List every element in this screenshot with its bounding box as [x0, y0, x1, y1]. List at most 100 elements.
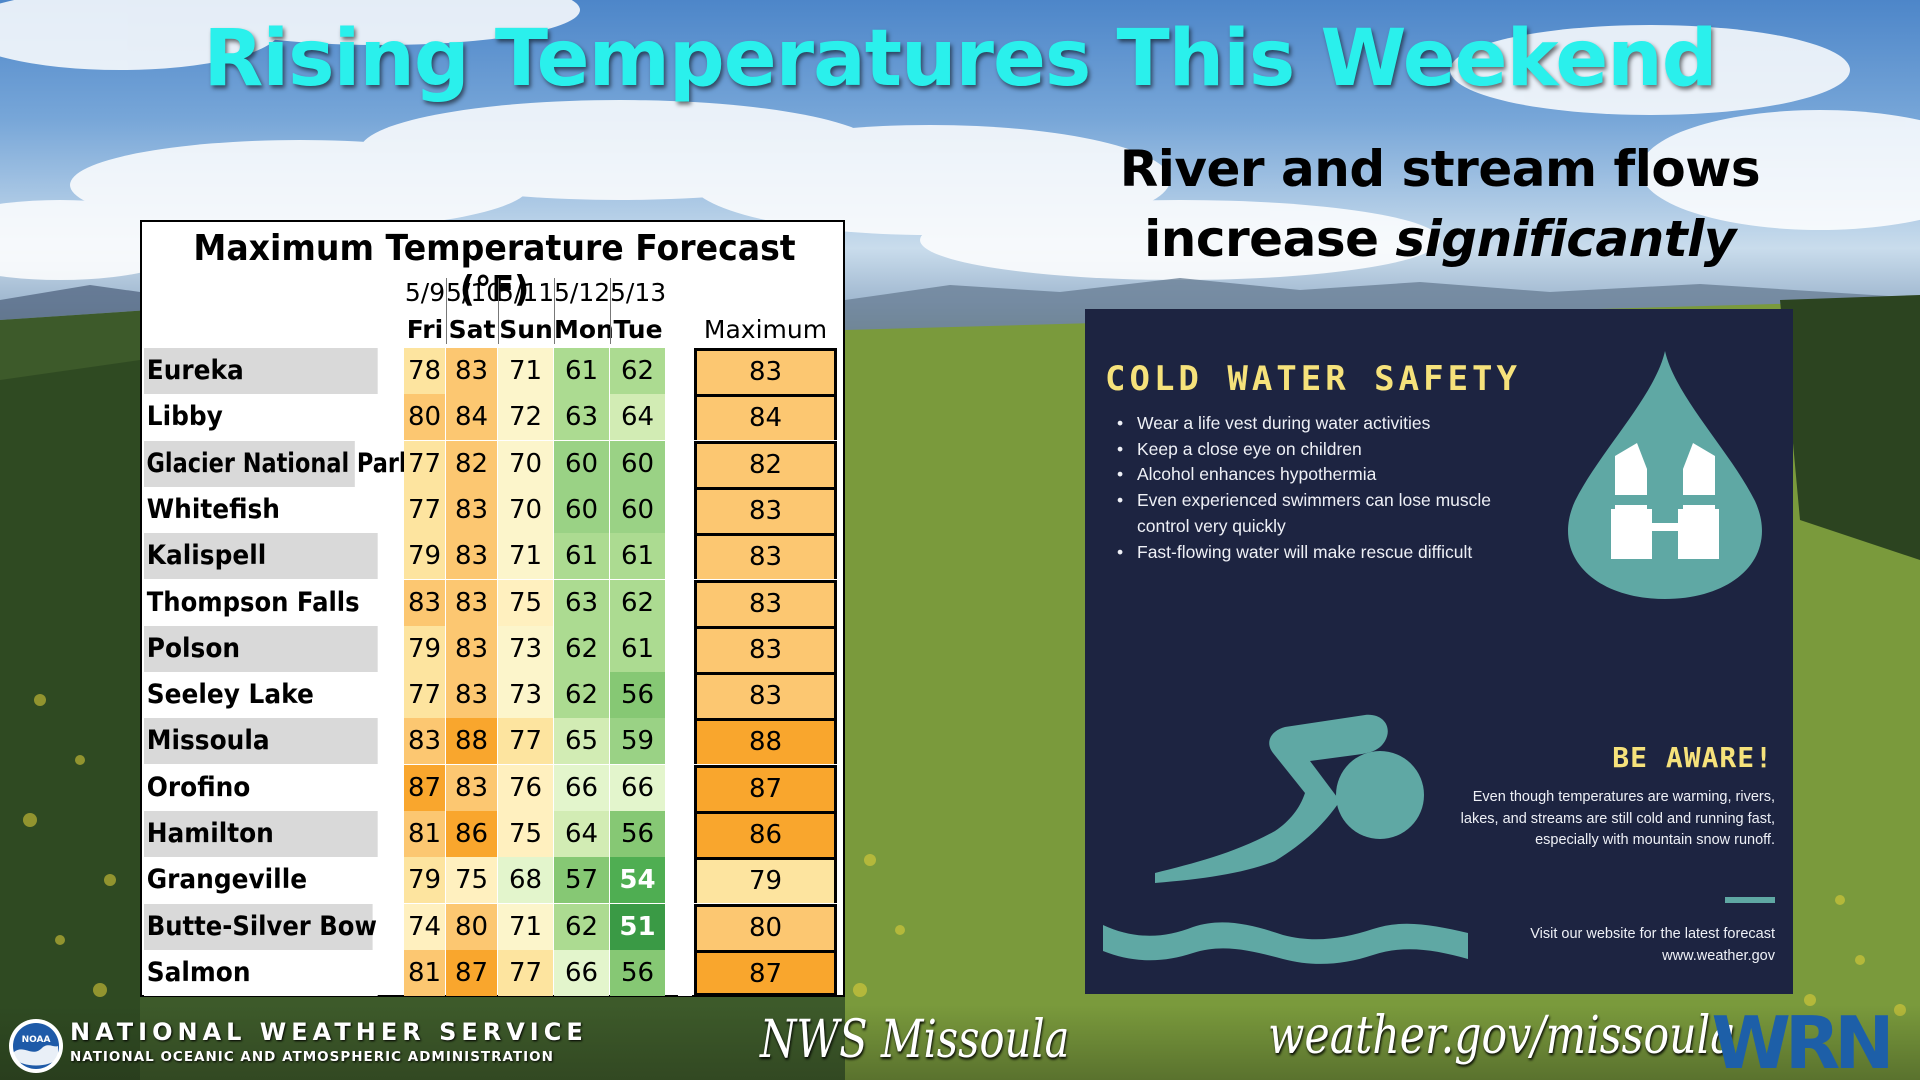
temperature-cell: 66 [554, 764, 609, 811]
be-aware-title: BE AWARE! [1612, 741, 1773, 774]
column-gap [678, 348, 692, 394]
parent-agency-name: NATIONAL OCEANIC AND ATMOSPHERIC ADMINIS… [70, 1049, 554, 1065]
location-name: Seeley Lake [144, 672, 378, 719]
temperature-cell: 62 [554, 903, 609, 950]
maximum-cell: 87 [694, 949, 837, 996]
column-gap [678, 811, 692, 857]
temperature-cell: 60 [610, 486, 665, 533]
temperature-cell: 60 [610, 440, 665, 487]
temperature-cell: 65 [554, 718, 609, 765]
forecast-row: Whitefish 77 83 70 60 60 83 [142, 486, 847, 533]
agency-name: NATIONAL WEATHER SERVICE [70, 1018, 588, 1046]
forecast-row: Libby 80 84 72 63 64 84 [142, 394, 847, 441]
temperature-cell: 60 [554, 440, 609, 487]
maximum-cell: 83 [694, 579, 837, 626]
day-header: Sat [448, 315, 496, 344]
noaa-badge-text: NOAA [22, 1035, 51, 1045]
forecast-row: Missoula 83 88 77 65 59 88 [142, 718, 847, 765]
forecast-row: Grangeville 79 75 68 57 54 79 [142, 857, 847, 904]
maximum-cell: 83 [694, 672, 837, 719]
temperature-cell: 51 [610, 903, 665, 950]
location-name: Kalispell [144, 533, 378, 580]
temperature-cell: 78 [404, 348, 445, 394]
column-gap [678, 579, 692, 626]
column-gap [678, 440, 692, 487]
temperature-cell: 61 [554, 533, 609, 580]
forecast-title: Maximum Temperature Forecast (°F) [193, 228, 796, 310]
maximum-cell: 88 [694, 718, 837, 765]
safety-tip: Keep a close eye on children [1115, 437, 1515, 463]
temperature-cell: 70 [498, 440, 553, 487]
temperature-cell: 83 [446, 486, 497, 533]
temperature-cell: 76 [498, 764, 553, 811]
temperature-cell: 83 [446, 533, 497, 580]
location-name: Glacier National Park [144, 440, 414, 487]
forecast-row: Thompson Falls 83 83 75 63 62 83 [142, 579, 847, 626]
location-name: Polson [144, 625, 378, 672]
temperature-cell: 77 [498, 949, 553, 996]
temperature-cell: 83 [404, 579, 445, 626]
day-header: Sun [499, 315, 553, 344]
temperature-cell: 80 [404, 394, 445, 441]
temperature-cell: 86 [446, 811, 497, 857]
header-separator [554, 278, 555, 344]
temperature-cell: 83 [446, 625, 497, 672]
date-header: 5/11 [498, 278, 555, 307]
column-gap [678, 857, 692, 904]
cold-water-safety-title: COLD WATER SAFETY [1105, 359, 1521, 399]
office-name: NWS Missoula [760, 1010, 1070, 1070]
river-flow-message: River and stream flows increase signific… [1070, 134, 1810, 274]
location-name: Grangeville [144, 857, 378, 904]
temperature-cell: 83 [404, 718, 445, 765]
wrn-logo-text: WRN [1711, 1006, 1888, 1078]
safety-tip: Wear a life vest during water activities [1115, 411, 1515, 437]
forecast-row: Glacier National Park 77 82 70 60 60 82 [142, 440, 847, 487]
temperature-cell: 63 [554, 394, 609, 441]
location-name: Salmon [144, 949, 378, 996]
date-header: 5/10 [446, 278, 503, 307]
location-name: Eureka [144, 348, 378, 394]
river-flow-emphasis: significantly [1395, 210, 1736, 268]
visit-website-note: Visit our website for the latest forecas… [1455, 923, 1775, 967]
location-name: Orofino [144, 764, 378, 811]
temperature-cell: 79 [404, 533, 445, 580]
water-drop-life-vest-icon [1568, 351, 1762, 599]
temperature-cell: 75 [498, 811, 553, 857]
temperature-cell: 83 [446, 672, 497, 719]
temperature-cell: 57 [554, 857, 609, 904]
maximum-cell: 83 [694, 348, 837, 394]
temperature-cell: 77 [498, 718, 553, 765]
temperature-cell: 66 [610, 764, 665, 811]
column-gap [678, 394, 692, 441]
header-separator [610, 278, 611, 344]
column-gap [678, 949, 692, 996]
temperature-cell: 54 [610, 857, 665, 904]
temperature-cell: 77 [404, 486, 445, 533]
office-website[interactable]: weather.gov/missoula [1268, 1006, 1736, 1066]
temperature-cell: 62 [610, 348, 665, 394]
location-name: Butte-Silver Bow [144, 903, 377, 950]
temperature-cell: 73 [498, 672, 553, 719]
temperature-cell: 77 [404, 672, 445, 719]
headline: Rising Temperatures This Weekend [203, 14, 1717, 104]
safety-tip: Alcohol enhances hypothermia [1115, 462, 1515, 488]
column-gap [678, 486, 692, 533]
temperature-cell: 83 [446, 764, 497, 811]
noaa-logo-icon: NOAA [9, 1019, 63, 1073]
temperature-cell: 77 [404, 440, 445, 487]
river-flow-line1: River and stream flows [1119, 140, 1761, 198]
temperature-cell: 56 [610, 949, 665, 996]
safety-tips-list: Wear a life vest during water activities… [1115, 411, 1515, 565]
temperature-cell: 74 [404, 903, 445, 950]
date-header: 5/9 [404, 278, 446, 307]
temperature-cell: 79 [404, 857, 445, 904]
temperature-cell: 59 [610, 718, 665, 765]
website-link[interactable]: www.weather.gov [1662, 948, 1775, 964]
be-aware-message: Even though temperatures are warming, ri… [1460, 789, 1775, 848]
temperature-cell: 61 [554, 348, 609, 394]
temperature-cell: 56 [610, 811, 665, 857]
temperature-cell: 80 [446, 903, 497, 950]
day-header: Fri [406, 315, 444, 344]
temperature-cell: 83 [446, 579, 497, 626]
temperature-cell: 83 [446, 348, 497, 394]
